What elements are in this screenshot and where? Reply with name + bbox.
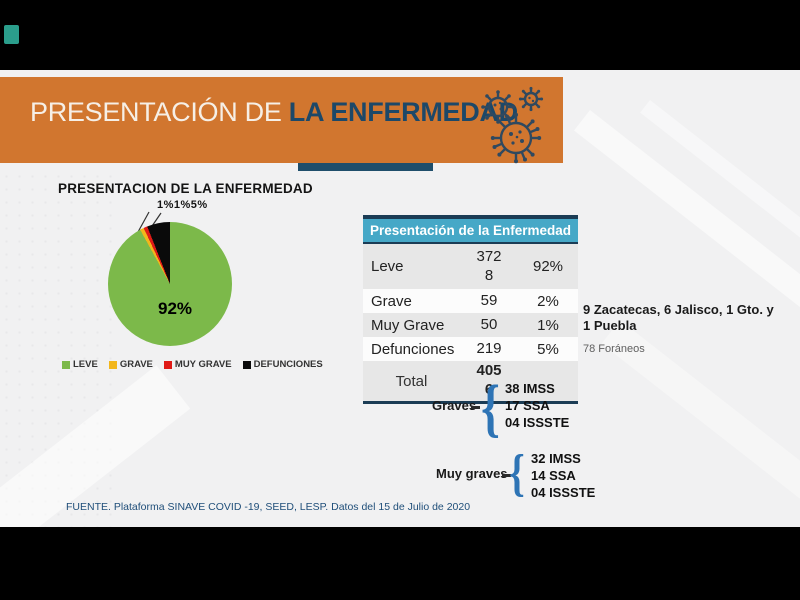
table-row: Defunciones 219 5%: [363, 337, 578, 361]
header-underline-bar: [298, 163, 433, 171]
legend-item: GRAVE: [108, 359, 153, 370]
slide-title: PRESENTACIÓN DE LA ENFERMEDAD: [30, 97, 518, 128]
legend-label: DEFUNCIONES: [253, 359, 323, 370]
legend-swatch-leve: [62, 360, 70, 369]
legend-swatch-grave: [108, 360, 117, 369]
letterbox-top: [0, 0, 800, 70]
muy-graves-breakdown: 32 IMSS 14 SSA 04 ISSSTE: [531, 451, 596, 500]
row-percent: 2%: [537, 292, 559, 310]
total-label: Total: [395, 372, 428, 390]
row-label: Muy Grave: [371, 316, 445, 334]
graves-connector-dash: [471, 406, 480, 409]
table-header: Presentación de la Enfermedad: [363, 219, 578, 244]
letterbox-bottom: [0, 527, 800, 600]
data-table: Presentación de la Enfermedad Leve 372 8…: [363, 215, 578, 404]
muy-graves-connector-dash: [502, 474, 511, 477]
legend-label: MUY GRAVE: [174, 359, 232, 370]
legend-swatch-defunciones: [242, 360, 251, 369]
pie-major-slice-label: 92%: [158, 299, 193, 318]
region-note: 9 Zacatecas, 6 Jalisco, 1 Gto. y 1 Puebl…: [583, 302, 774, 333]
row-label: Grave: [371, 292, 412, 310]
row-label: Defunciones: [371, 340, 455, 358]
legend-label: LEVE: [73, 359, 98, 370]
graves-label: Graves: [432, 398, 477, 413]
row-label: Leve: [371, 258, 404, 275]
pie-slice-callout: 1%1%5%: [157, 199, 208, 211]
row-value: 59: [480, 291, 498, 309]
player-badge-icon: [4, 25, 19, 44]
header-band: [0, 77, 563, 163]
row-value: 219: [476, 339, 502, 357]
table-row: Muy Grave 50 1%: [363, 313, 578, 337]
legend-item: MUY GRAVE: [163, 359, 232, 370]
chart-legend: LEVE GRAVE MUY GRAVE DEFUNCIONES: [62, 359, 334, 370]
pie-chart: [108, 222, 232, 346]
slide-title-prefix: PRESENTACIÓN DE: [30, 97, 289, 127]
table-row: Leve 372 8 92%: [363, 244, 578, 289]
graves-breakdown: 38 IMSS 17 SSA 04 ISSSTE: [505, 381, 570, 430]
source-note: FUENTE. Plataforma SINAVE COVID -19, SEE…: [66, 501, 471, 513]
graves-brace-icon: {: [481, 372, 500, 445]
table-total-row: Total 405 6: [363, 361, 578, 401]
row-percent: 1%: [537, 316, 559, 334]
row-percent: 92%: [532, 258, 564, 275]
row-value: 50: [480, 315, 498, 333]
legend-item: LEVE: [62, 359, 98, 370]
legend-item: DEFUNCIONES: [242, 359, 323, 370]
legend-swatch-muy-grave: [163, 360, 172, 369]
slide-title-emphasis: LA ENFERMEDAD: [288, 97, 518, 127]
muy-graves-label: Muy graves: [436, 466, 508, 481]
row-percent: 5%: [537, 340, 559, 358]
region-subnote: 78 Foráneos: [583, 343, 645, 355]
table-row: Grave 59 2%: [363, 289, 578, 313]
row-value: 372 8: [476, 247, 502, 284]
total-value: 405 6: [476, 362, 502, 398]
legend-label: GRAVE: [119, 359, 153, 370]
chart-title: PRESENTACION DE LA ENFERMEDAD: [58, 181, 313, 196]
virus-icon: [481, 86, 544, 164]
muy-graves-brace-icon: {: [509, 443, 525, 502]
